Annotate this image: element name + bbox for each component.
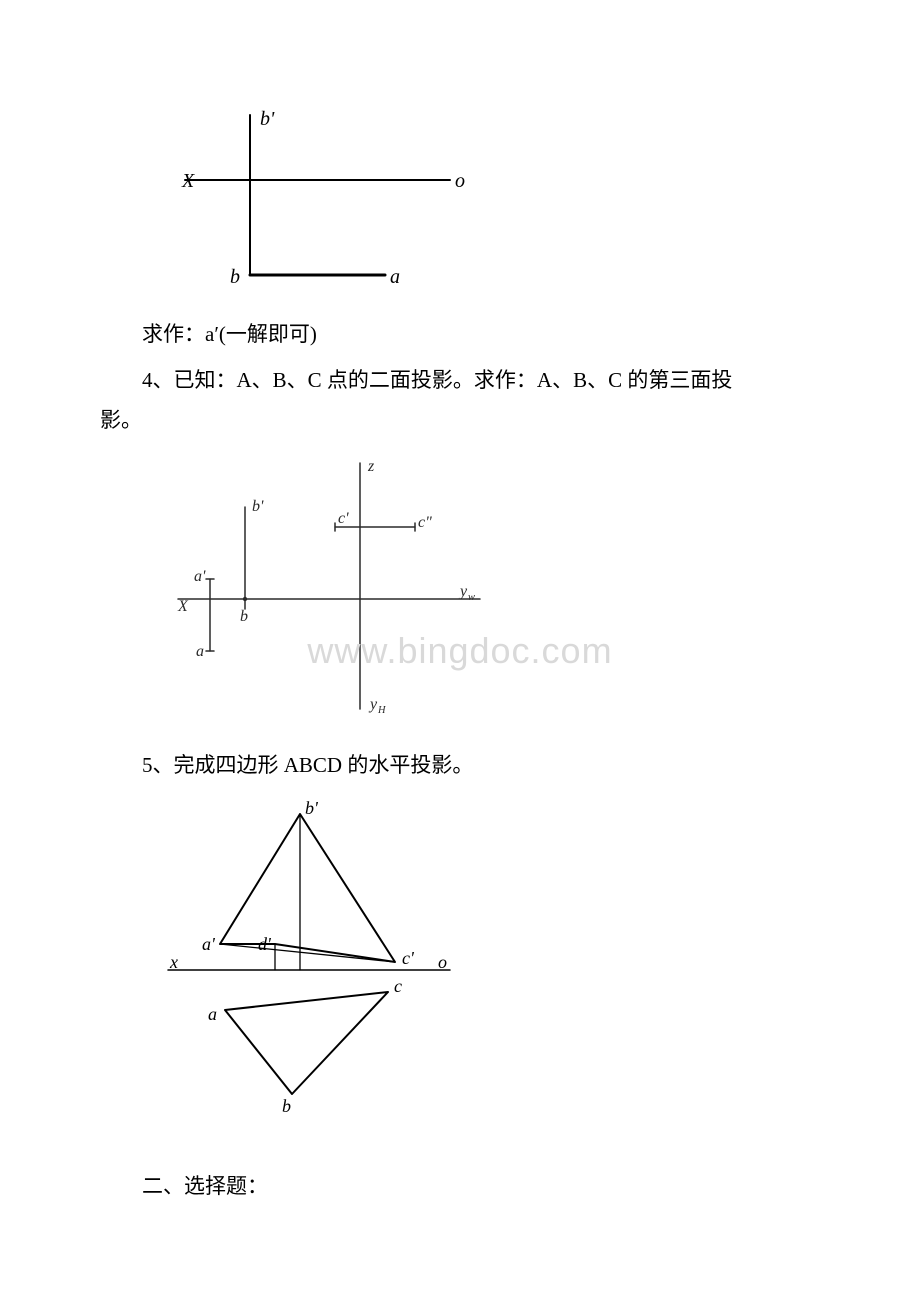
svg-text:b: b [282,1096,291,1116]
svg-text:a': a' [202,934,216,954]
svg-text:o: o [438,952,447,972]
diagram-quadrilateral: b' a' d' c' x o a c b [160,792,470,1132]
svg-text:b': b' [305,798,319,818]
q4-text-line2: 影。 [100,401,820,441]
q5-text: 5、完成四边形 ABCD 的水平投影。 [100,746,820,786]
svg-text:a': a' [194,568,206,585]
svg-text:c: c [394,976,402,996]
svg-text:X: X [177,598,189,615]
section-2-heading: 二、选择题： [100,1167,820,1207]
svg-text:y: y [368,696,378,713]
svg-text:x: x [169,952,178,972]
figure-q5: b' a' d' c' x o a c b [160,792,820,1137]
document-body: b' Xo b a 求作：a′(一解即可) 4、已知：A、B、C 点的二面投影。求作：… [0,0,920,1246]
figure-q3: b' Xo b a [160,100,820,305]
svg-text:o: o [455,170,465,192]
q3-find-text: 求作：a′(一解即可) [100,315,820,355]
svg-text:a: a [208,1004,217,1024]
diagram-xo-axes: b' Xo b a [160,100,480,300]
svg-text:d': d' [258,934,272,954]
svg-text:w: w [468,592,475,603]
svg-text:b': b' [260,108,275,130]
diagram-three-plane: zb'c'c"a'XbywayH [160,451,520,731]
svg-text:y: y [458,583,468,600]
svg-text:b: b [240,608,248,625]
svg-text:b: b [230,266,240,288]
svg-text:z: z [367,458,375,475]
svg-text:c': c' [402,948,415,968]
svg-text:c': c' [338,510,349,527]
q4-text-line1: 4、已知：A、B、C 点的二面投影。求作：A、B、C 的第三面投 [100,361,820,401]
figure-q4: zb'c'c"a'XbywayH [160,451,820,736]
svg-text:a: a [196,643,204,660]
svg-text:X: X [181,170,195,192]
svg-text:c": c" [418,514,432,531]
svg-text:b': b' [252,498,264,515]
svg-text:a: a [390,266,400,288]
svg-text:H: H [377,705,386,716]
